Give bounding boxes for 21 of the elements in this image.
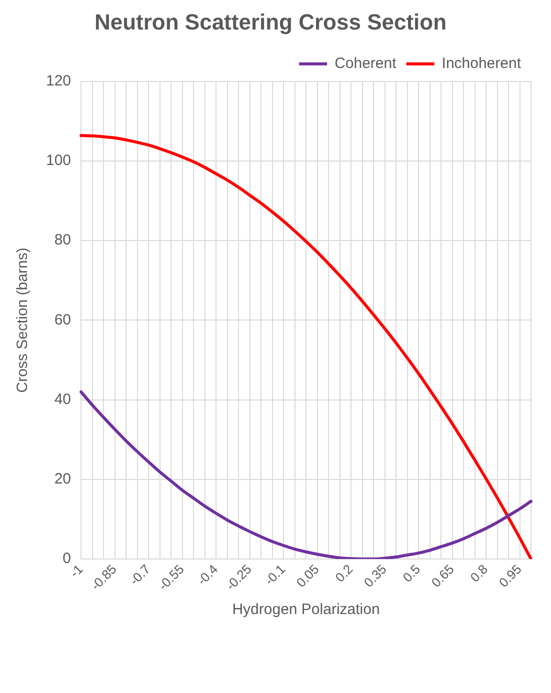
chart-title: Neutron Scattering Cross Section: [94, 9, 447, 34]
y-tick-label: 120: [46, 72, 72, 90]
x-axis-title: Hydrogen Polarization: [232, 601, 380, 618]
x-tick-label: -0.4: [194, 562, 221, 588]
y-tick-label: 20: [54, 470, 72, 488]
y-axis-title: Cross Section (barns): [14, 248, 32, 393]
x-tick-label: 0.95: [496, 562, 524, 590]
y-tick-label: 60: [54, 311, 72, 328]
x-tick-label: -0.1: [262, 562, 288, 588]
y-tick-label: 100: [46, 152, 72, 170]
y-tick-label: 40: [54, 390, 72, 408]
y-tick-label: 80: [54, 232, 72, 249]
legend-label: Inchoherent: [442, 55, 522, 72]
x-tick-label: 0.8: [467, 562, 491, 585]
legend-label: Coherent: [334, 55, 398, 72]
x-tick-label: 0.2: [332, 562, 356, 585]
x-tick-label: 0.65: [428, 562, 457, 590]
x-tick-label: 0.05: [293, 562, 322, 590]
x-tick-label: 0.5: [400, 562, 424, 585]
x-tick-label: 0.35: [360, 562, 390, 590]
x-tick-label: -0.7: [126, 562, 154, 588]
